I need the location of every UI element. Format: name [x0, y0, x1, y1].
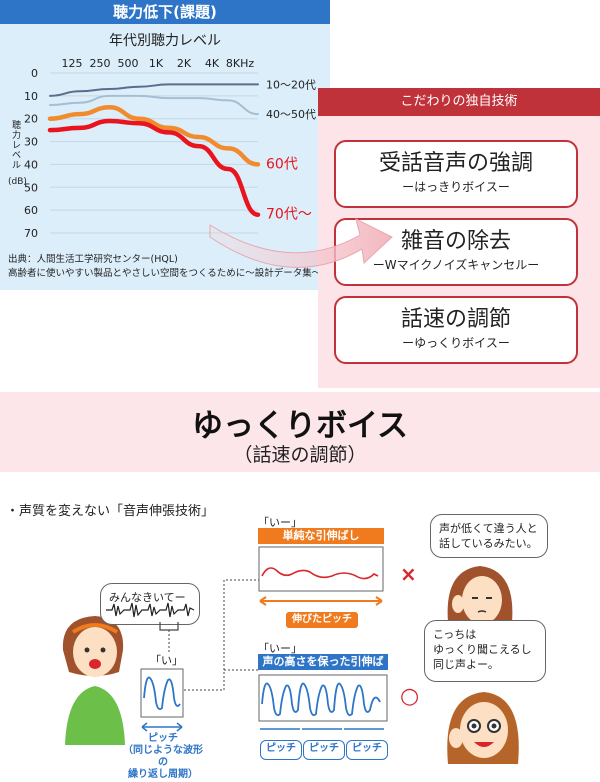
- top-comment-bubble: 声が低くて違う人と 話しているみたい。: [430, 514, 548, 558]
- series-label: 70代～: [266, 207, 312, 223]
- x-tick-label: 2K: [177, 57, 192, 70]
- x-tick-label: 125: [62, 57, 83, 70]
- series-line: [47, 118, 261, 217]
- repeated-pitch-arrows-icon: [260, 728, 384, 730]
- curved-arrow-icon: [209, 218, 393, 268]
- pitch-note-line-2: 繰り返し周期）: [128, 769, 198, 780]
- series-line: [47, 105, 261, 167]
- y-tick-label: 30: [24, 136, 38, 149]
- series-label: 10～20代: [266, 78, 316, 91]
- x-tick-label: 250: [90, 57, 111, 70]
- chart-header: 聴力低下(課題): [0, 0, 330, 24]
- hearing-level-chart: 125 250 500 1K 2K 4K 8KHz 0 10 20 30 40 50 60 70 10～2…: [8, 57, 316, 240]
- technique-bullet: ・声質を変えない「音声伸張技術」: [6, 504, 215, 519]
- series-label: 60代: [266, 156, 298, 172]
- source-line-1: 出典：人間生活工学研究センター(HQL): [8, 254, 178, 265]
- pitch-note: ピッチ （同じような波形の 繰り返し周期）: [120, 733, 206, 781]
- bottom-tag: 「いー」: [258, 642, 302, 655]
- x-tick-label: 500: [118, 57, 139, 70]
- series-line: [49, 94, 259, 116]
- chart-source: 出典：人間生活工学研究センター(HQL) 高齢者に使いやすい製品とやさしい空間を…: [8, 253, 321, 281]
- series-line: [49, 83, 259, 97]
- tech-item-subtitle: ーWマイクノイズキャンセルー: [372, 258, 540, 272]
- wave-label: 「い」: [150, 654, 183, 667]
- y-tick-label: 40: [24, 158, 38, 171]
- banner: [0, 392, 600, 472]
- x-tick-label: 4K: [205, 57, 220, 70]
- tech-item-subtitle: ーはっきりボイスー: [402, 180, 510, 194]
- bubble-line: 話しているみたい。: [439, 537, 538, 550]
- series-label: 40～50代: [266, 108, 316, 121]
- bubble-line: 声が低くて違う人と: [439, 522, 538, 535]
- y-tick-label: 10: [24, 90, 38, 103]
- tech-panel-header: こだわりの独自技術: [318, 88, 600, 116]
- speech-waveform-icon: [106, 602, 195, 618]
- x-tick-label: 8KHz: [226, 57, 254, 70]
- bad-mark: ×: [400, 562, 417, 586]
- y-tick-label: 20: [24, 113, 38, 126]
- tech-item-subtitle: ーゆっくりボイスー: [402, 336, 510, 350]
- y-axis-label: 聴力レベル: [12, 120, 21, 171]
- pitch-box: ピッチ: [346, 740, 388, 760]
- tech-item-title: 雑音の除去: [400, 229, 511, 254]
- bubble-line: 同じ声よー。: [433, 658, 499, 671]
- y-tick-label: 50: [24, 181, 38, 194]
- pitch-box: ピッチ: [260, 740, 302, 760]
- y-tick-label: 70: [24, 227, 38, 240]
- x-tick-label: 1K: [149, 57, 164, 70]
- chart-title: 年代別聴力レベル: [109, 33, 221, 49]
- y-tick-label: 0: [31, 67, 38, 80]
- pitch-arrow-icon: [141, 722, 183, 732]
- bottom-comment-bubble: こっちは ゆっくり聞こえるし 同じ声よー。: [424, 620, 546, 682]
- pitch-note-line-1: （同じような波形の: [123, 745, 203, 768]
- simple-stretch-wave-box: [258, 546, 384, 592]
- branch-connector: [184, 579, 260, 691]
- hearing-chart-panel: [0, 0, 330, 290]
- tech-item-title: 受話音声の強調: [378, 151, 533, 176]
- pitch-box: ピッチ: [303, 740, 345, 760]
- good-mark: ○: [400, 684, 420, 709]
- stretched-pitch-arrow-icon: [259, 596, 383, 606]
- simple-stretch-bar: 単純な引伸ばし: [258, 528, 384, 544]
- speaking-girl-icon: [62, 616, 125, 745]
- banner-subtitle: （話速の調節）: [233, 444, 367, 466]
- confused-woman-icon: [447, 566, 513, 624]
- pitch-preserving-bar: 声の高さを保った引伸ばし: [258, 654, 388, 684]
- stretched-pitch-label: 伸びたピッチ: [286, 612, 358, 628]
- pitch-preserving-wave-box: [258, 674, 388, 722]
- tech-item-emphasis: 受話音声の強調 ーはっきりボイスー: [334, 140, 578, 208]
- source-line-2: 高齢者に使いやすい製品とやさしい空間をつくるために～設計データ集～: [8, 268, 322, 279]
- bubble-line: ゆっくり聞こえるし: [433, 643, 532, 656]
- top-tag: 「いー」: [258, 516, 302, 529]
- zoom-connector: [159, 622, 179, 652]
- pitch-label: ピッチ: [148, 733, 178, 744]
- tech-item-speed: 話速の調節 ーゆっくりボイスー: [334, 296, 578, 364]
- y-axis-unit: (dB): [8, 177, 27, 187]
- banner-title: ゆっくりボイス: [191, 408, 409, 444]
- single-wave-box: [140, 668, 184, 718]
- happy-woman-icon: [447, 692, 519, 764]
- speech-bubble-text: みんなきいてー: [109, 591, 186, 604]
- bubble-line: こっちは: [433, 628, 477, 641]
- y-tick-label: 60: [24, 204, 38, 217]
- tech-item-title: 話速の調節: [400, 307, 511, 332]
